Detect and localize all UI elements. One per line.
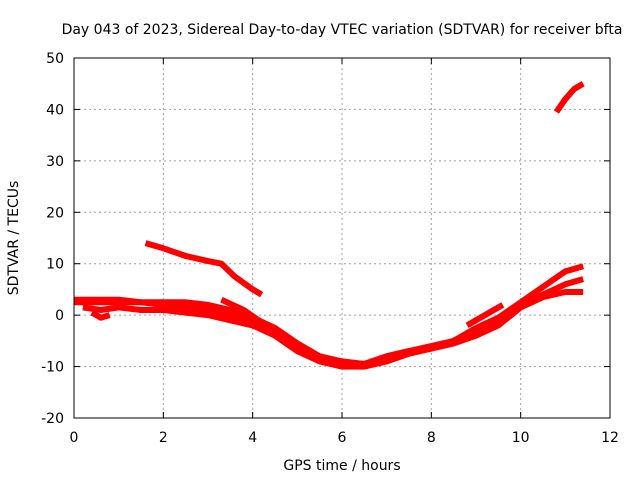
x-tick-label: 2 xyxy=(159,430,168,446)
series-line-track-7 xyxy=(465,302,505,328)
y-tick-label: 40 xyxy=(46,102,64,118)
x-tick-label: 10 xyxy=(512,430,530,446)
y-axis-label: SDTVAR / TECUs xyxy=(6,181,22,296)
chart-title: Day 043 of 2023, Sidereal Day-to-day VTE… xyxy=(62,22,623,38)
grid xyxy=(74,58,610,418)
x-tick-label: 12 xyxy=(601,430,619,446)
y-tick-label: -10 xyxy=(41,360,64,376)
series-line-track-8 xyxy=(90,309,111,321)
series-line-track-4 xyxy=(82,289,584,370)
y-tick-label: -20 xyxy=(41,411,64,427)
series-line-track-2 xyxy=(553,81,585,114)
y-tick-label: 10 xyxy=(46,257,64,273)
x-tick-label: 6 xyxy=(338,430,347,446)
y-tick-label: 30 xyxy=(46,154,64,170)
axis-ticks: 0 2 4 6 8 10 12 -20 -10 0 10 20 30 40 50 xyxy=(41,51,619,446)
y-tick-label: 50 xyxy=(46,51,64,67)
y-tick-label: 20 xyxy=(46,205,64,221)
x-tick-label: 4 xyxy=(248,430,257,446)
series-line-track-1 xyxy=(144,240,264,298)
series-line-track-5 xyxy=(74,263,585,367)
x-tick-label: 8 xyxy=(427,430,436,446)
series-line-track-6 xyxy=(220,296,309,357)
x-tick-label: 0 xyxy=(70,430,79,446)
x-axis-label: GPS time / hours xyxy=(283,458,400,474)
series-group xyxy=(74,81,585,370)
y-tick-label: 0 xyxy=(55,308,64,324)
